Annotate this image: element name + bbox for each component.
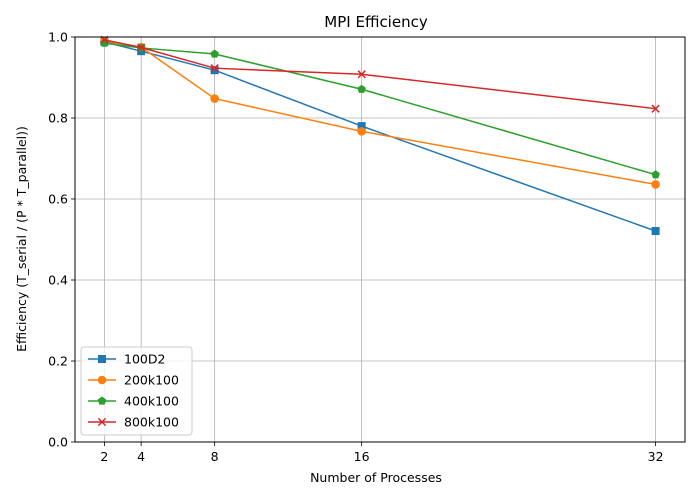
legend-item: 100D2 (88, 352, 165, 367)
data-point (651, 226, 660, 235)
legend-label: 800k100 (124, 415, 179, 430)
y-axis-label: Efficiency (T_serial / (P * T_parallel)) (14, 126, 29, 352)
y-tick-label: 0.0 (48, 435, 68, 450)
data-point (357, 70, 366, 79)
x-axis-label: Number of Processes (310, 470, 442, 485)
legend-label: 100D2 (124, 352, 165, 367)
data-point (651, 170, 660, 179)
data-point (357, 84, 366, 93)
x-axis: 2 4 8 16 32 (100, 442, 664, 464)
legend-marker (97, 375, 107, 385)
x-tick-label: 16 (354, 449, 370, 464)
x-tick-label: 32 (648, 449, 664, 464)
legend-label: 200k100 (124, 373, 179, 388)
data-point (651, 104, 660, 113)
legend-marker (98, 355, 106, 363)
legend-item: 400k100 (88, 394, 179, 409)
data-point (210, 64, 219, 73)
legend-label: 400k100 (124, 394, 179, 409)
y-tick-label: 0.8 (48, 111, 68, 126)
legend-item: 200k100 (88, 373, 179, 388)
data-point (651, 180, 660, 189)
y-tick-label: 0.4 (48, 273, 68, 288)
data-point (210, 66, 219, 75)
legend-item: 800k100 (88, 415, 179, 430)
data-point (357, 122, 366, 131)
data-point (357, 127, 366, 136)
y-tick-label: 0.2 (48, 354, 68, 369)
data-point (210, 49, 219, 58)
plot-frame (74, 36, 686, 443)
legend-box (80, 346, 193, 436)
legend-marker (97, 396, 107, 405)
x-tick-label: 2 (100, 449, 108, 464)
x-tick-label: 4 (137, 449, 145, 464)
series-800k100 (100, 35, 660, 113)
series-line (104, 41, 656, 232)
data-point (137, 43, 146, 52)
y-tick-label: 1.0 (48, 30, 68, 45)
series-layer (100, 35, 660, 235)
data-point (210, 94, 219, 103)
series-line (104, 39, 656, 110)
legend-marker (97, 417, 107, 427)
y-axis: 0.0 0.2 0.4 0.6 0.8 1.0 (48, 30, 75, 450)
series-100D2 (100, 37, 660, 235)
legend: 100D2 200k100 400k100 800k100 (80, 346, 193, 436)
x-tick-label: 8 (211, 449, 219, 464)
chart-title: MPI Efficiency (324, 13, 428, 31)
y-tick-label: 0.6 (48, 192, 68, 207)
